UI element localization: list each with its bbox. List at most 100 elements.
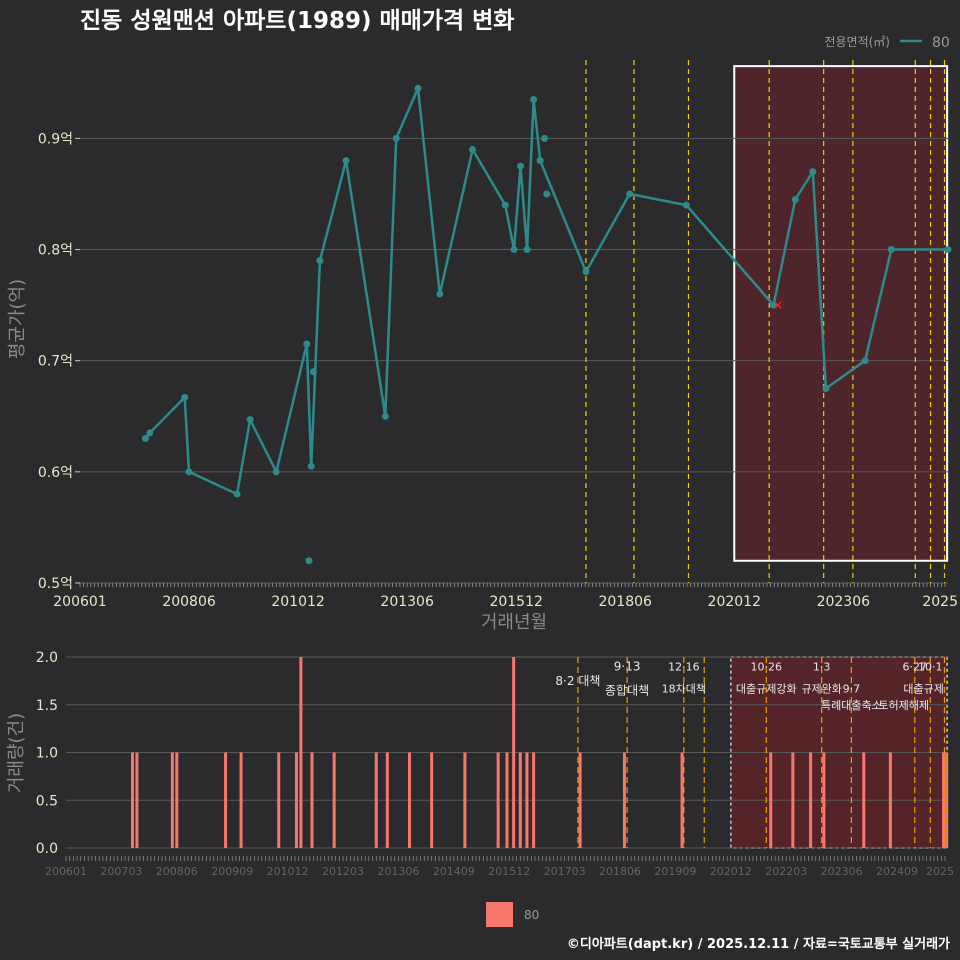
volume-bar (532, 752, 536, 848)
volume-bar (135, 752, 139, 848)
data-point (146, 429, 154, 437)
data-point (303, 340, 311, 348)
y-axis-title: 평균가(억) (7, 279, 28, 359)
y-tick-label: 0.6억 (38, 465, 73, 481)
x-axis-title: 거래년월 (481, 612, 547, 633)
data-point (307, 462, 315, 470)
data-point (305, 557, 313, 565)
x-tick-label-volume: 200806 (156, 865, 198, 878)
data-point (381, 412, 389, 420)
x-tick-label-volume: 201512 (488, 865, 530, 878)
chart-title: 진동 성원맨션 아파트(1989) 매매가격 변화 (80, 8, 514, 34)
x-tick-label-volume: 2025 (926, 865, 954, 878)
x-tick-label: 201512 (489, 594, 542, 610)
x-tick-label-volume: 201703 (544, 865, 586, 878)
volume-bar (463, 752, 467, 848)
y-tick-label-volume: 1.0 (36, 746, 58, 762)
x-tick-label: 202012 (708, 594, 761, 610)
policy-annotation: 토허제해제 (878, 698, 929, 712)
x-tick-label: 202306 (817, 594, 871, 610)
volume-bar (175, 752, 179, 848)
volume-bar (942, 752, 946, 848)
data-point (272, 468, 280, 476)
volume-bar (791, 752, 795, 848)
y-tick-label: 0.7억 (38, 354, 73, 370)
volume-bar (130, 752, 134, 848)
legend-title: 전용면적(㎡) (824, 35, 890, 49)
data-point (682, 201, 690, 209)
policy-annotation: 18차대책 (662, 683, 706, 696)
data-point (392, 134, 400, 142)
policy-annotation: 6·27 (903, 661, 928, 674)
volume-bar (310, 752, 314, 848)
policy-annotation: 10·1 (918, 661, 943, 674)
x-tick-label: 201806 (598, 594, 652, 610)
policy-annotation: 특례대출축소 (821, 699, 882, 712)
legend-bar-swatch (486, 902, 513, 927)
data-point (342, 157, 350, 165)
volume-bar (430, 752, 434, 848)
x-tick-label-volume: 202012 (710, 865, 752, 878)
x-tick-label-volume: 200909 (211, 865, 253, 878)
volume-bar (496, 752, 500, 848)
y-tick-label-volume: 1.5 (36, 698, 58, 714)
data-point (414, 84, 422, 92)
volume-bar (170, 752, 174, 848)
x-tick-label: 200601 (53, 594, 106, 610)
y-tick-label: 0.9억 (38, 131, 73, 147)
data-point (582, 268, 590, 276)
y-tick-label: 0.5억 (38, 576, 73, 592)
volume-bar (385, 752, 389, 848)
legend-entry-volume: 80 (524, 908, 539, 922)
volume-bar (518, 752, 522, 848)
policy-annotation: 8·2 대책 (555, 673, 600, 688)
volume-bar (332, 752, 336, 848)
y-tick-label-volume: 2.0 (36, 650, 58, 666)
data-point (181, 393, 189, 401)
volume-bar (945, 752, 949, 848)
volume-bar (407, 752, 411, 848)
cross-marker (774, 301, 782, 309)
x-tick-label-volume: 201012 (267, 865, 309, 878)
policy-annotation: 규제완화 (801, 683, 841, 696)
x-tick-label-volume: 202203 (765, 865, 807, 878)
x-tick-label: 200806 (162, 594, 216, 610)
source-caption: ©디아파트(dapt.kr) / 2025.12.11 / 자료=국토교통부 실… (567, 936, 950, 952)
data-point (541, 134, 549, 142)
volume-bar (505, 752, 509, 848)
policy-annotation: 대출규제 (903, 683, 943, 696)
x-tick-label-volume: 201306 (377, 865, 419, 878)
y-tick-label-volume: 0.0 (36, 841, 58, 857)
x-tick-label-volume: 201409 (433, 865, 475, 878)
data-point (517, 162, 525, 170)
x-tick-label: 201306 (380, 594, 434, 610)
volume-bar (299, 657, 303, 848)
x-tick-label-volume: 202409 (876, 865, 918, 878)
x-tick-label-volume: 201203 (322, 865, 364, 878)
data-point (809, 168, 817, 176)
data-point (887, 246, 895, 254)
volume-bar (578, 752, 582, 848)
policy-annotation: 10·26 (751, 661, 783, 674)
volume-bar (239, 752, 243, 848)
policy-annotation: 종합대책 (605, 682, 649, 697)
x-tick-label-volume: 202306 (821, 865, 863, 878)
data-point (246, 416, 254, 424)
volume-bar (680, 752, 684, 848)
volume-bar (512, 657, 516, 848)
policy-annotation: 9·7 (843, 683, 861, 696)
volume-bar (277, 752, 281, 848)
data-point (536, 157, 544, 165)
policy-annotation: 9·13 (614, 660, 641, 674)
policy-annotation: 1·3 (813, 661, 831, 674)
y-tick-label: 0.8억 (38, 243, 73, 259)
data-point (185, 468, 193, 476)
volume-bar (862, 752, 866, 848)
data-point (233, 490, 241, 498)
policy-annotation: 12·16 (668, 661, 700, 674)
data-point (469, 145, 477, 153)
y-axis-title-volume: 거래량(건) (6, 713, 27, 793)
y-tick-label-volume: 0.5 (36, 793, 58, 809)
x-tick-label: 2025 (922, 594, 958, 610)
